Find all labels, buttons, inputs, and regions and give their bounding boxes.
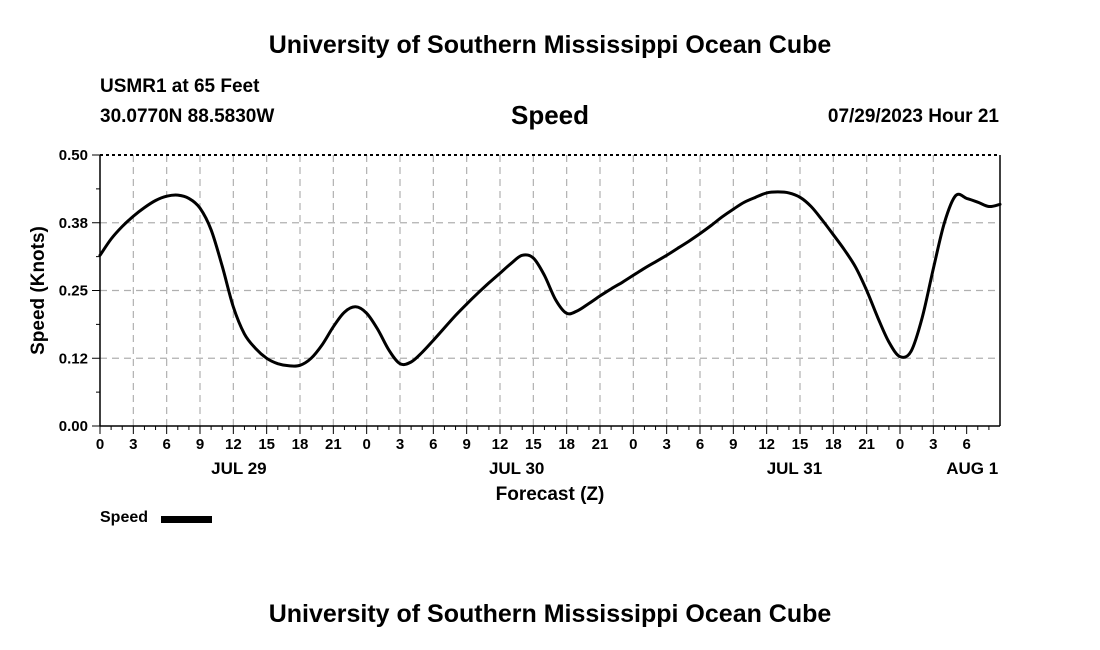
chart-title: Speed [510,100,590,130]
grid-lines [100,155,1000,426]
x-tick-label: 6 [429,436,437,453]
x-tick-label: 18 [558,436,575,453]
date-label: JUL 30 [489,459,544,478]
x-tick-label: 3 [929,436,937,453]
date-label: AUG 1 [946,459,998,478]
x-tick-label: 18 [292,436,309,453]
x-tick-label: 12 [492,436,509,453]
station-coordinates: 30.0770N 88.5830W [100,106,275,127]
x-tick-label: 0 [896,436,904,453]
axes [92,154,1001,434]
x-tick-label: 21 [592,436,609,453]
x-tick-label: 3 [396,436,404,453]
x-tick-label: 9 [196,436,204,453]
forecast-timestamp: 07/29/2023 Hour 21 [827,106,999,127]
x-tick-label: 0 [629,436,637,453]
series-layer [98,190,1002,368]
date-label: JUL 31 [767,459,822,478]
y-tick-label: 0.25 [59,283,88,300]
y-tick-label: 0.50 [59,147,88,164]
x-tick-label: 3 [662,436,670,453]
y-tick-label: 0.38 [59,215,88,232]
x-tick-label: 12 [225,436,242,453]
x-tick-label: 0 [96,436,104,453]
x-tick-label: 15 [792,436,809,453]
y-axis-title: Speed (Knots) [28,226,49,355]
y-tick-label: 0.12 [59,350,88,367]
x-tick-label: 9 [462,436,470,453]
x-tick-label: 3 [129,436,137,453]
footer-title: University of Southern Mississippi Ocean… [268,600,832,628]
x-tick-label: 0 [362,436,370,453]
x-tick-label: 15 [525,436,542,453]
legend-swatch [161,516,212,523]
x-tick-label: 9 [729,436,737,453]
x-tick-label: 6 [696,436,704,453]
legend-label: Speed [100,509,149,526]
speed-series-line [98,190,1002,368]
x-tick-label: 21 [858,436,875,453]
page-title: University of Southern Mississippi Ocean… [268,31,832,59]
x-tick-label: 18 [825,436,842,453]
x-tick-label: 15 [258,436,275,453]
x-tick-label: 6 [162,436,170,453]
y-tick-label: 0.00 [59,418,88,435]
x-tick-label: 6 [962,436,970,453]
x-tick-label: 21 [325,436,342,453]
station-label: USMR1 at 65 Feet [100,76,260,97]
x-tick-label: 12 [758,436,775,453]
date-label: JUL 29 [211,459,266,478]
x-axis-title: Forecast (Z) [496,484,605,505]
axis-labels: 0 3 6 9 12 15 18 21 0 3 6 9 12 15 18 21 0 3 6 9 12 15 18 21 0 3 6 0… [28,147,998,505]
